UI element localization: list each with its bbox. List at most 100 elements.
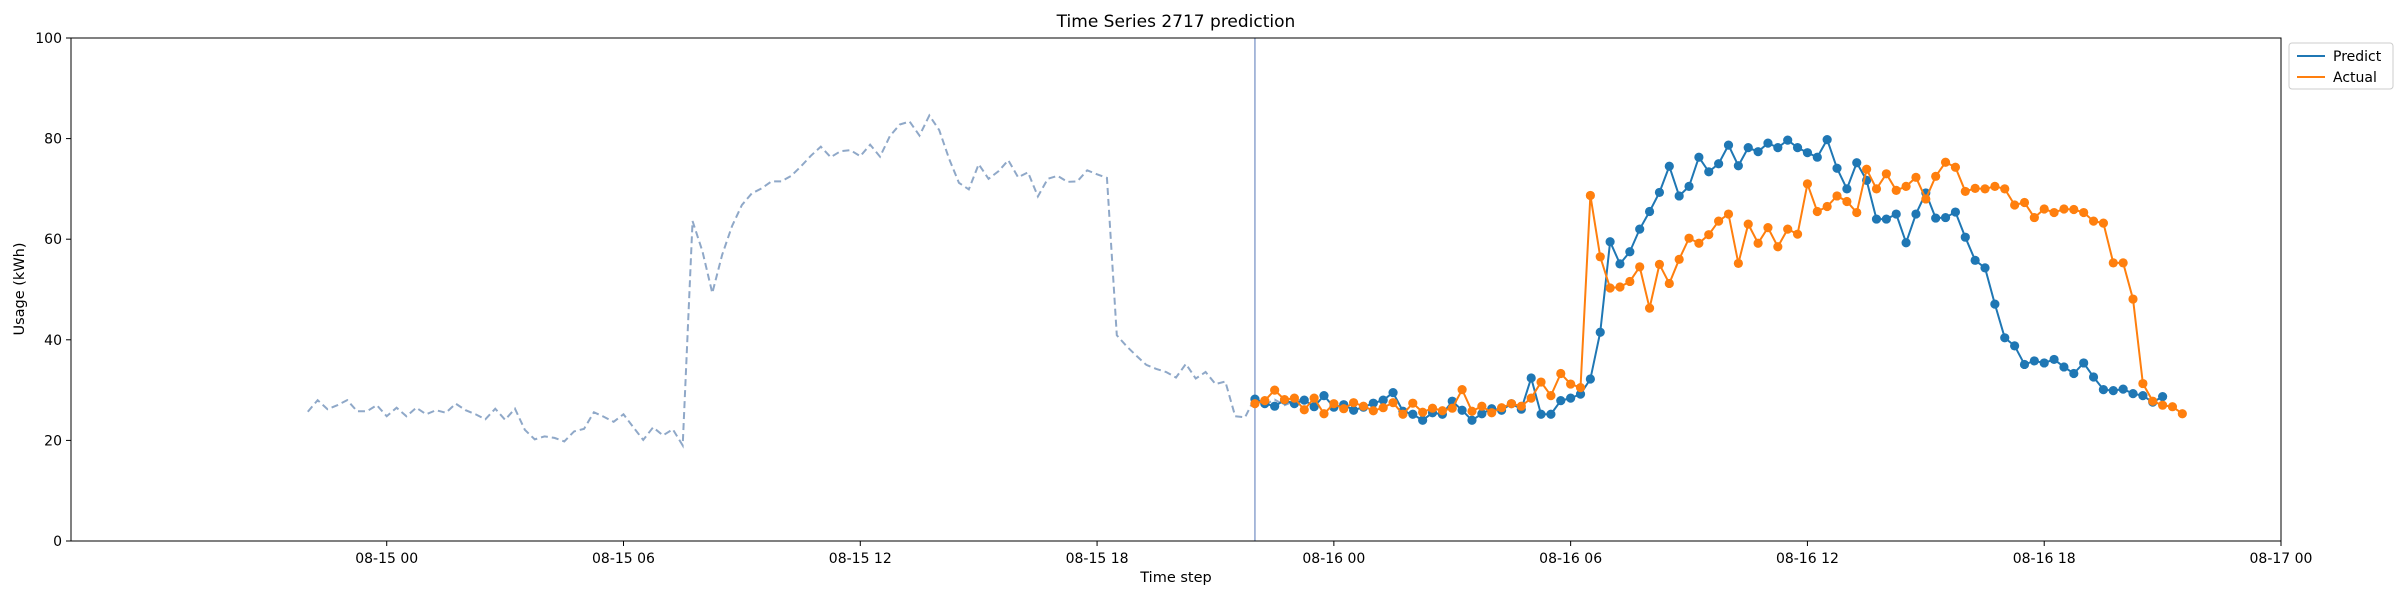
data-point-predict <box>1822 135 1832 145</box>
data-point-actual <box>1940 157 1951 167</box>
data-point-actual <box>1684 233 1694 243</box>
x-tick-label: 08-16 00 <box>1302 551 1365 567</box>
data-point-actual <box>1348 398 1359 408</box>
data-point-predict <box>2098 385 2109 395</box>
data-point-actual <box>1812 206 1822 217</box>
data-point-actual <box>1457 385 1467 395</box>
y-tick-label: 60 <box>44 232 62 248</box>
data-point-actual <box>1792 229 1803 239</box>
data-point-actual <box>1852 207 1862 218</box>
data-point-predict <box>1635 224 1645 234</box>
x-tick-label: 08-16 12 <box>1776 551 1839 567</box>
data-point-predict <box>1566 393 1576 403</box>
x-tick-label: 08-16 06 <box>1539 551 1602 567</box>
data-point-predict <box>1773 143 1783 153</box>
data-point-actual <box>1694 238 1704 248</box>
data-point-predict <box>1723 140 1734 150</box>
data-point-predict <box>1812 152 1822 162</box>
data-point-predict <box>1674 191 1684 201</box>
data-point-predict <box>1911 209 1921 219</box>
series-actual <box>1250 157 2187 419</box>
data-point-actual <box>1842 196 1852 207</box>
data-point-actual <box>1881 169 1891 179</box>
x-axis-title: Time step <box>1139 570 1211 586</box>
data-point-predict <box>2138 391 2148 401</box>
x-tick-label: 08-16 18 <box>2013 551 2076 567</box>
data-point-actual <box>2088 216 2099 226</box>
x-tick-label: 08-15 06 <box>592 551 655 567</box>
data-point-actual <box>1901 181 1911 191</box>
data-point-actual <box>2049 207 2059 218</box>
plot-area <box>307 38 2187 541</box>
data-point-predict <box>1595 327 1605 337</box>
data-point-actual <box>1408 398 1418 408</box>
data-point-actual <box>1467 406 1477 416</box>
data-point-predict <box>2059 362 2069 372</box>
data-point-predict <box>1950 207 1961 217</box>
data-point-actual <box>1487 408 1497 418</box>
data-point-predict <box>1378 395 1388 405</box>
data-point-actual <box>1763 223 1773 233</box>
data-point-predict <box>1714 159 1724 169</box>
data-point-actual <box>2167 402 2178 412</box>
data-point-predict <box>2039 358 2049 368</box>
series-predict <box>1250 135 2168 425</box>
legend-label-actual: Actual <box>2333 70 2377 86</box>
data-point-actual <box>1536 377 1546 387</box>
data-point-predict <box>1575 389 1586 399</box>
data-point-actual <box>1832 191 1842 201</box>
data-point-actual <box>1862 164 1872 174</box>
data-point-actual <box>1783 224 1793 234</box>
chart-title: Time Series 2717 prediction <box>1056 12 1296 32</box>
data-point-actual <box>2118 258 2128 268</box>
x-tick-label: 08-15 12 <box>829 551 892 567</box>
data-point-actual <box>2128 294 2138 304</box>
y-tick-label: 80 <box>44 132 62 148</box>
data-point-predict <box>1901 238 1911 248</box>
data-point-predict <box>1931 213 1941 223</box>
data-point-actual <box>1270 385 1280 395</box>
data-point-actual <box>1723 209 1734 219</box>
data-point-actual <box>1714 216 1724 226</box>
data-point-predict <box>1309 402 1319 412</box>
data-point-predict <box>2010 341 2020 351</box>
data-point-actual <box>1605 283 1615 293</box>
y-tick-label: 20 <box>44 433 62 449</box>
data-point-actual <box>2000 184 2010 194</box>
data-point-predict <box>1792 143 1803 153</box>
data-point-predict <box>2158 392 2168 402</box>
data-point-predict <box>1783 135 1793 145</box>
data-point-actual <box>1635 262 1645 272</box>
data-point-actual <box>2039 204 2049 214</box>
legend: Predict Actual <box>2288 42 2394 90</box>
data-point-actual <box>1931 171 1941 181</box>
data-point-actual <box>2069 204 2079 215</box>
data-point-actual <box>2158 400 2168 410</box>
data-point-actual <box>1546 391 1556 401</box>
data-point-predict <box>1368 398 1378 408</box>
data-point-actual <box>1911 172 1921 182</box>
data-point-actual <box>1526 393 1536 403</box>
data-point-predict <box>2088 372 2099 382</box>
data-point-predict <box>1605 237 1615 247</box>
data-point-predict <box>1970 255 1980 265</box>
data-point-predict <box>1832 163 1842 173</box>
data-point-predict <box>1802 148 1813 158</box>
data-point-actual <box>1437 406 1447 416</box>
data-point-predict <box>1388 388 1398 398</box>
data-point-predict <box>1852 158 1862 168</box>
history-line <box>307 113 1305 449</box>
data-point-predict <box>1457 405 1467 415</box>
data-point-actual <box>1309 393 1319 403</box>
data-point-actual <box>1575 382 1586 393</box>
data-point-actual <box>2059 204 2069 214</box>
data-point-predict <box>1319 391 1329 401</box>
data-point-actual <box>1418 407 1428 417</box>
data-point-predict <box>1990 299 2000 309</box>
data-point-predict <box>1536 409 1546 419</box>
data-point-predict <box>1980 263 1990 273</box>
data-point-predict <box>2049 354 2059 365</box>
data-point-actual <box>1733 258 1743 268</box>
data-point-predict <box>1644 206 1655 217</box>
